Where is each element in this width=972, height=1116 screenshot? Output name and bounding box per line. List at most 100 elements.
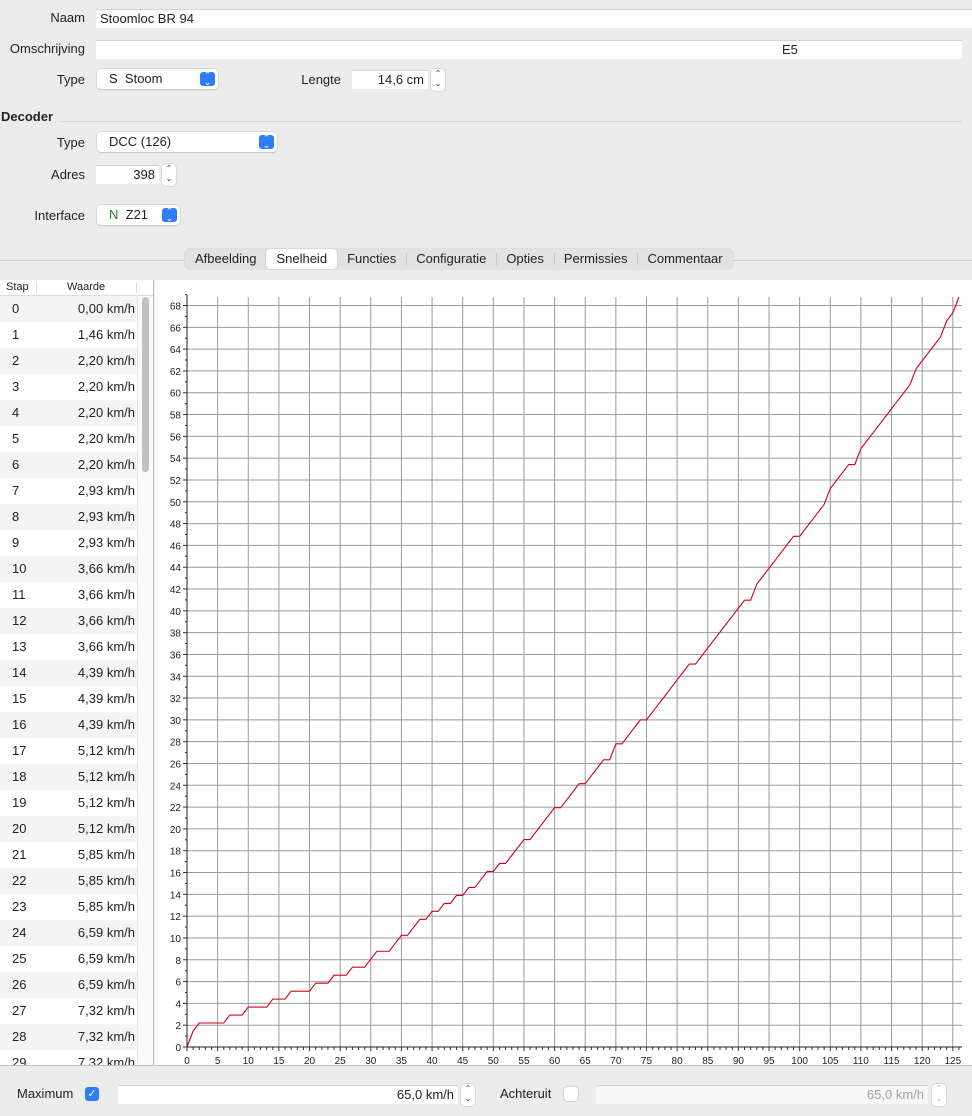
y-tick-label: 60 [170, 389, 182, 400]
table-row[interactable]: 14 4,39 km/h [0, 660, 138, 686]
table-row[interactable]: 24 6,59 km/h [0, 920, 138, 946]
address-input[interactable]: 398 [96, 165, 159, 184]
tab-opties[interactable]: Opties [496, 249, 554, 269]
table-row[interactable]: 26 6,59 km/h [0, 972, 138, 998]
table-row[interactable]: 28 7,32 km/h [0, 1024, 138, 1050]
table-row[interactable]: 1 1,46 km/h [0, 322, 138, 348]
table-row[interactable]: 12 3,66 km/h [0, 608, 138, 634]
x-tick-label: 45 [457, 1056, 469, 1066]
table-row[interactable]: 25 6,59 km/h [0, 946, 138, 972]
table-row[interactable]: 3 2,20 km/h [0, 374, 138, 400]
table-row[interactable]: 2 2,20 km/h [0, 348, 138, 374]
header-divider [136, 282, 137, 293]
maximum-checkbox[interactable]: ✓ [85, 1087, 99, 1101]
table-scrollbar[interactable] [137, 296, 153, 1065]
table-row[interactable]: 8 2,93 km/h [0, 504, 138, 530]
table-row[interactable]: 13 3,66 km/h [0, 634, 138, 660]
table-row[interactable]: 21 5,85 km/h [0, 842, 138, 868]
y-tick-label: 50 [170, 498, 182, 509]
reverse-checkbox[interactable] [564, 1087, 578, 1101]
y-tick-label: 4 [175, 999, 181, 1010]
value-cell: 7,32 km/h [77, 1003, 135, 1018]
table-row[interactable]: 0 0,00 km/h [0, 296, 138, 322]
x-tick-label: 20 [304, 1056, 316, 1066]
x-tick-label: 75 [641, 1056, 653, 1066]
column-header-waarde[interactable]: Waarde [67, 281, 106, 293]
x-tick-label: 110 [853, 1056, 869, 1066]
table-row[interactable]: 4 2,20 km/h [0, 400, 138, 426]
header-divider [36, 282, 37, 293]
value-cell: 2,20 km/h [77, 431, 135, 446]
table-row[interactable]: 27 7,32 km/h [0, 998, 138, 1024]
y-tick-label: 62 [170, 367, 182, 378]
table-row[interactable]: 20 5,12 km/h [0, 816, 138, 842]
table-row[interactable]: 22 5,85 km/h [0, 868, 138, 894]
maximum-speed-input[interactable]: 65,0 km/h [118, 1085, 458, 1104]
value-cell: 6,59 km/h [77, 977, 135, 992]
table-row[interactable]: 23 5,85 km/h [0, 894, 138, 920]
value-cell: 2,20 km/h [77, 405, 135, 420]
y-tick-label: 24 [170, 781, 182, 792]
description-input[interactable]: E5 [96, 40, 962, 59]
step-cell: 21 [12, 847, 27, 862]
table-row[interactable]: 9 2,93 km/h [0, 530, 138, 556]
tab-permissies[interactable]: Permissies [553, 249, 638, 269]
table-row[interactable]: 5 2,20 km/h [0, 426, 138, 452]
scrollbar-thumb[interactable] [142, 297, 149, 472]
y-tick-label: 16 [170, 869, 182, 880]
length-stepper[interactable]: ⌃ ⌄ [431, 69, 445, 91]
type-prefix: S [109, 71, 118, 86]
decoder-type-label: Type [56, 135, 85, 150]
loco-type-select[interactable]: S Stoom ⌃ ⌄ [97, 69, 218, 89]
value-cell: 7,32 km/h [77, 1029, 135, 1044]
speed-chart[interactable]: 0246810121416182022242628303234363840424… [155, 280, 972, 1067]
value-cell: 5,12 km/h [77, 821, 135, 836]
table-row[interactable]: 16 4,39 km/h [0, 712, 138, 738]
value-cell: 5,12 km/h [77, 743, 135, 758]
column-header-stap[interactable]: Stap [6, 281, 29, 293]
address-stepper[interactable]: ⌃ ⌄ [162, 164, 176, 186]
decoder-type-select[interactable]: DCC (126) ⌃ ⌄ [97, 132, 277, 152]
y-tick-label: 26 [170, 759, 182, 770]
reverse-speed-stepper[interactable]: ⌃ ⌄ [932, 1084, 946, 1106]
tab-functies[interactable]: Functies [347, 251, 397, 266]
table-row[interactable]: 18 5,12 km/h [0, 764, 138, 790]
tab-afbeelding[interactable]: Afbeelding [195, 251, 257, 266]
x-tick-label: 115 [884, 1056, 900, 1066]
table-row[interactable]: 7 2,93 km/h [0, 478, 138, 504]
step-cell: 20 [12, 821, 27, 836]
step-cell: 4 [12, 405, 20, 420]
table-row[interactable]: 17 5,12 km/h [0, 738, 138, 764]
maximum-speed-stepper[interactable]: ⌃ ⌄ [461, 1084, 475, 1106]
tab-configuratie[interactable]: Configuratie [406, 249, 496, 269]
address-label: Adres [51, 167, 85, 182]
reverse-speed-input[interactable]: 65,0 km/h [596, 1085, 928, 1104]
value-cell: 3,66 km/h [77, 561, 135, 576]
speed-curve [186, 296, 960, 1048]
table-row[interactable]: 11 3,66 km/h [0, 582, 138, 608]
section-divider [60, 121, 962, 122]
interface-label: Interface [34, 208, 85, 223]
value-cell: 2,20 km/h [77, 457, 135, 472]
tab-commentaar[interactable]: Commentaar [637, 249, 732, 269]
y-tick-label: 34 [170, 672, 182, 683]
table-row[interactable]: 29 7,32 km/h [0, 1050, 138, 1065]
table-row[interactable]: 15 4,39 km/h [0, 686, 138, 712]
tab-snelheid[interactable]: Snelheid [266, 249, 338, 269]
value-cell: 3,66 km/h [77, 639, 135, 654]
tab-bar: Afbeelding Snelheid Functies Configurati… [185, 249, 733, 269]
interface-select[interactable]: N Z21 ⌃ ⌄ [97, 205, 180, 225]
name-input[interactable]: Stoomloc BR 94 [96, 9, 972, 28]
step-cell: 19 [12, 795, 27, 810]
table-row[interactable]: 10 3,66 km/h [0, 556, 138, 582]
x-tick-label: 80 [672, 1056, 684, 1066]
table-row[interactable]: 6 2,20 km/h [0, 452, 138, 478]
checkmark-icon: ✓ [87, 1088, 97, 1100]
x-tick-label: 55 [518, 1056, 530, 1066]
table-row[interactable]: 19 5,12 km/h [0, 790, 138, 816]
step-cell: 23 [12, 899, 27, 914]
length-input[interactable]: 14,6 cm [352, 70, 428, 89]
speed-table: Stap Waarde 0 0,00 km/h 1 1,46 km/h 2 2,20 km… [0, 280, 154, 1066]
x-tick-label: 40 [426, 1056, 438, 1066]
step-cell: 7 [12, 483, 20, 498]
